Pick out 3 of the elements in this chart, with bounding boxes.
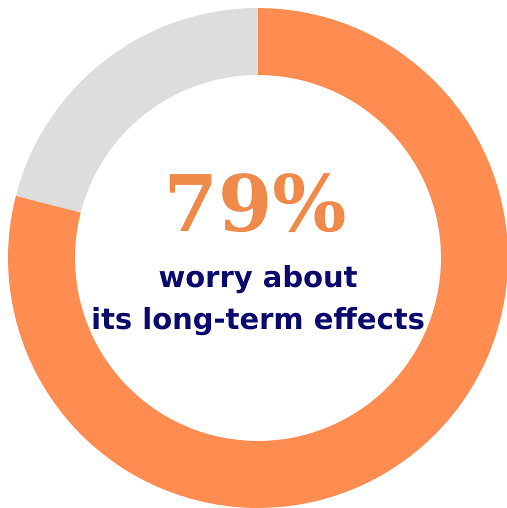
text: worry about its long-term effects xyxy=(91,260,425,336)
donut-slice xyxy=(8,8,507,508)
text: 79% xyxy=(164,159,346,250)
